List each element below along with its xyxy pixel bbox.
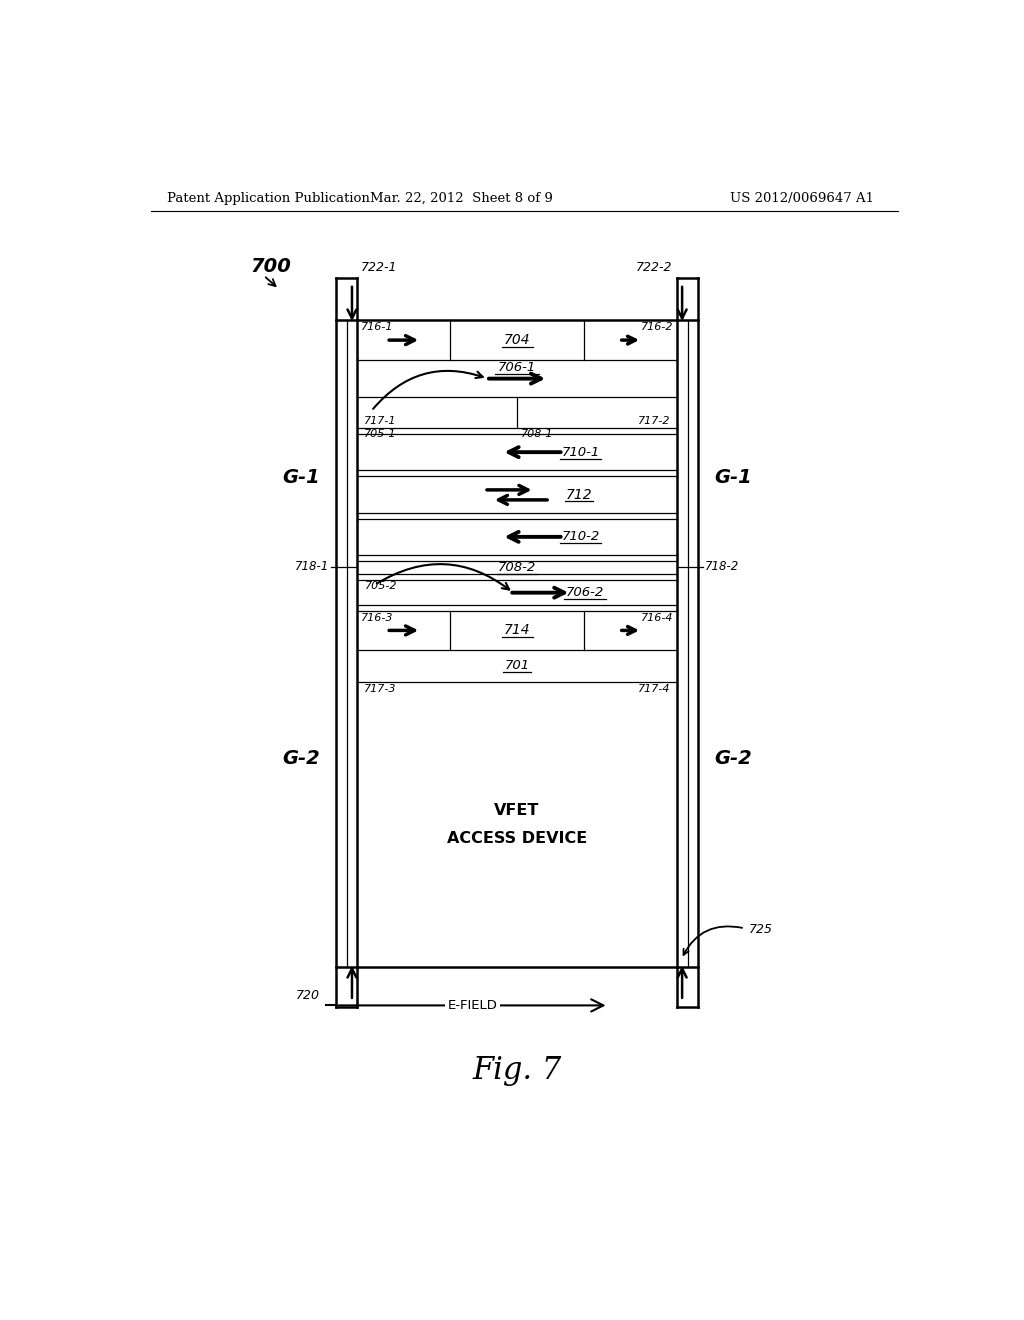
Text: 718-1: 718-1 <box>295 560 330 573</box>
Text: 708-1: 708-1 <box>521 429 553 440</box>
Text: 717-1: 717-1 <box>364 416 396 425</box>
Text: 716-2: 716-2 <box>641 322 674 333</box>
Text: 716-4: 716-4 <box>641 614 674 623</box>
Text: 725: 725 <box>749 924 773 936</box>
Text: Fig. 7: Fig. 7 <box>472 1056 562 1086</box>
Text: ACCESS DEVICE: ACCESS DEVICE <box>446 830 587 846</box>
Bar <box>336 321 698 968</box>
Text: G-2: G-2 <box>715 750 753 768</box>
Text: 708-2: 708-2 <box>498 561 537 574</box>
Text: 712: 712 <box>565 487 592 502</box>
Text: VFET: VFET <box>495 803 540 818</box>
Text: 717-2: 717-2 <box>638 416 671 425</box>
Text: 706-2: 706-2 <box>566 586 604 599</box>
Text: 718-2: 718-2 <box>705 560 739 573</box>
Text: 705-2: 705-2 <box>366 581 397 591</box>
Text: Mar. 22, 2012  Sheet 8 of 9: Mar. 22, 2012 Sheet 8 of 9 <box>370 191 553 205</box>
Text: 720: 720 <box>296 989 321 1002</box>
Text: G-1: G-1 <box>282 469 319 487</box>
Text: 722-1: 722-1 <box>361 261 397 275</box>
Text: 701: 701 <box>505 659 529 672</box>
Text: 706-1: 706-1 <box>498 362 537 375</box>
Text: 717-4: 717-4 <box>638 684 671 693</box>
Text: 710-2: 710-2 <box>561 531 600 544</box>
Text: 705-1: 705-1 <box>364 429 396 440</box>
Text: G-1: G-1 <box>715 469 753 487</box>
Text: 717-3: 717-3 <box>364 684 396 693</box>
Text: 710-1: 710-1 <box>561 446 600 458</box>
Text: G-2: G-2 <box>282 750 319 768</box>
Text: 716-1: 716-1 <box>360 322 393 333</box>
Text: 716-3: 716-3 <box>360 614 393 623</box>
Text: 704: 704 <box>504 333 530 347</box>
Text: 722-2: 722-2 <box>636 261 673 275</box>
Text: 714: 714 <box>504 623 530 638</box>
Text: US 2012/0069647 A1: US 2012/0069647 A1 <box>730 191 874 205</box>
Text: Patent Application Publication: Patent Application Publication <box>167 191 370 205</box>
Text: 700: 700 <box>251 256 291 276</box>
Text: E-FIELD: E-FIELD <box>447 999 498 1012</box>
